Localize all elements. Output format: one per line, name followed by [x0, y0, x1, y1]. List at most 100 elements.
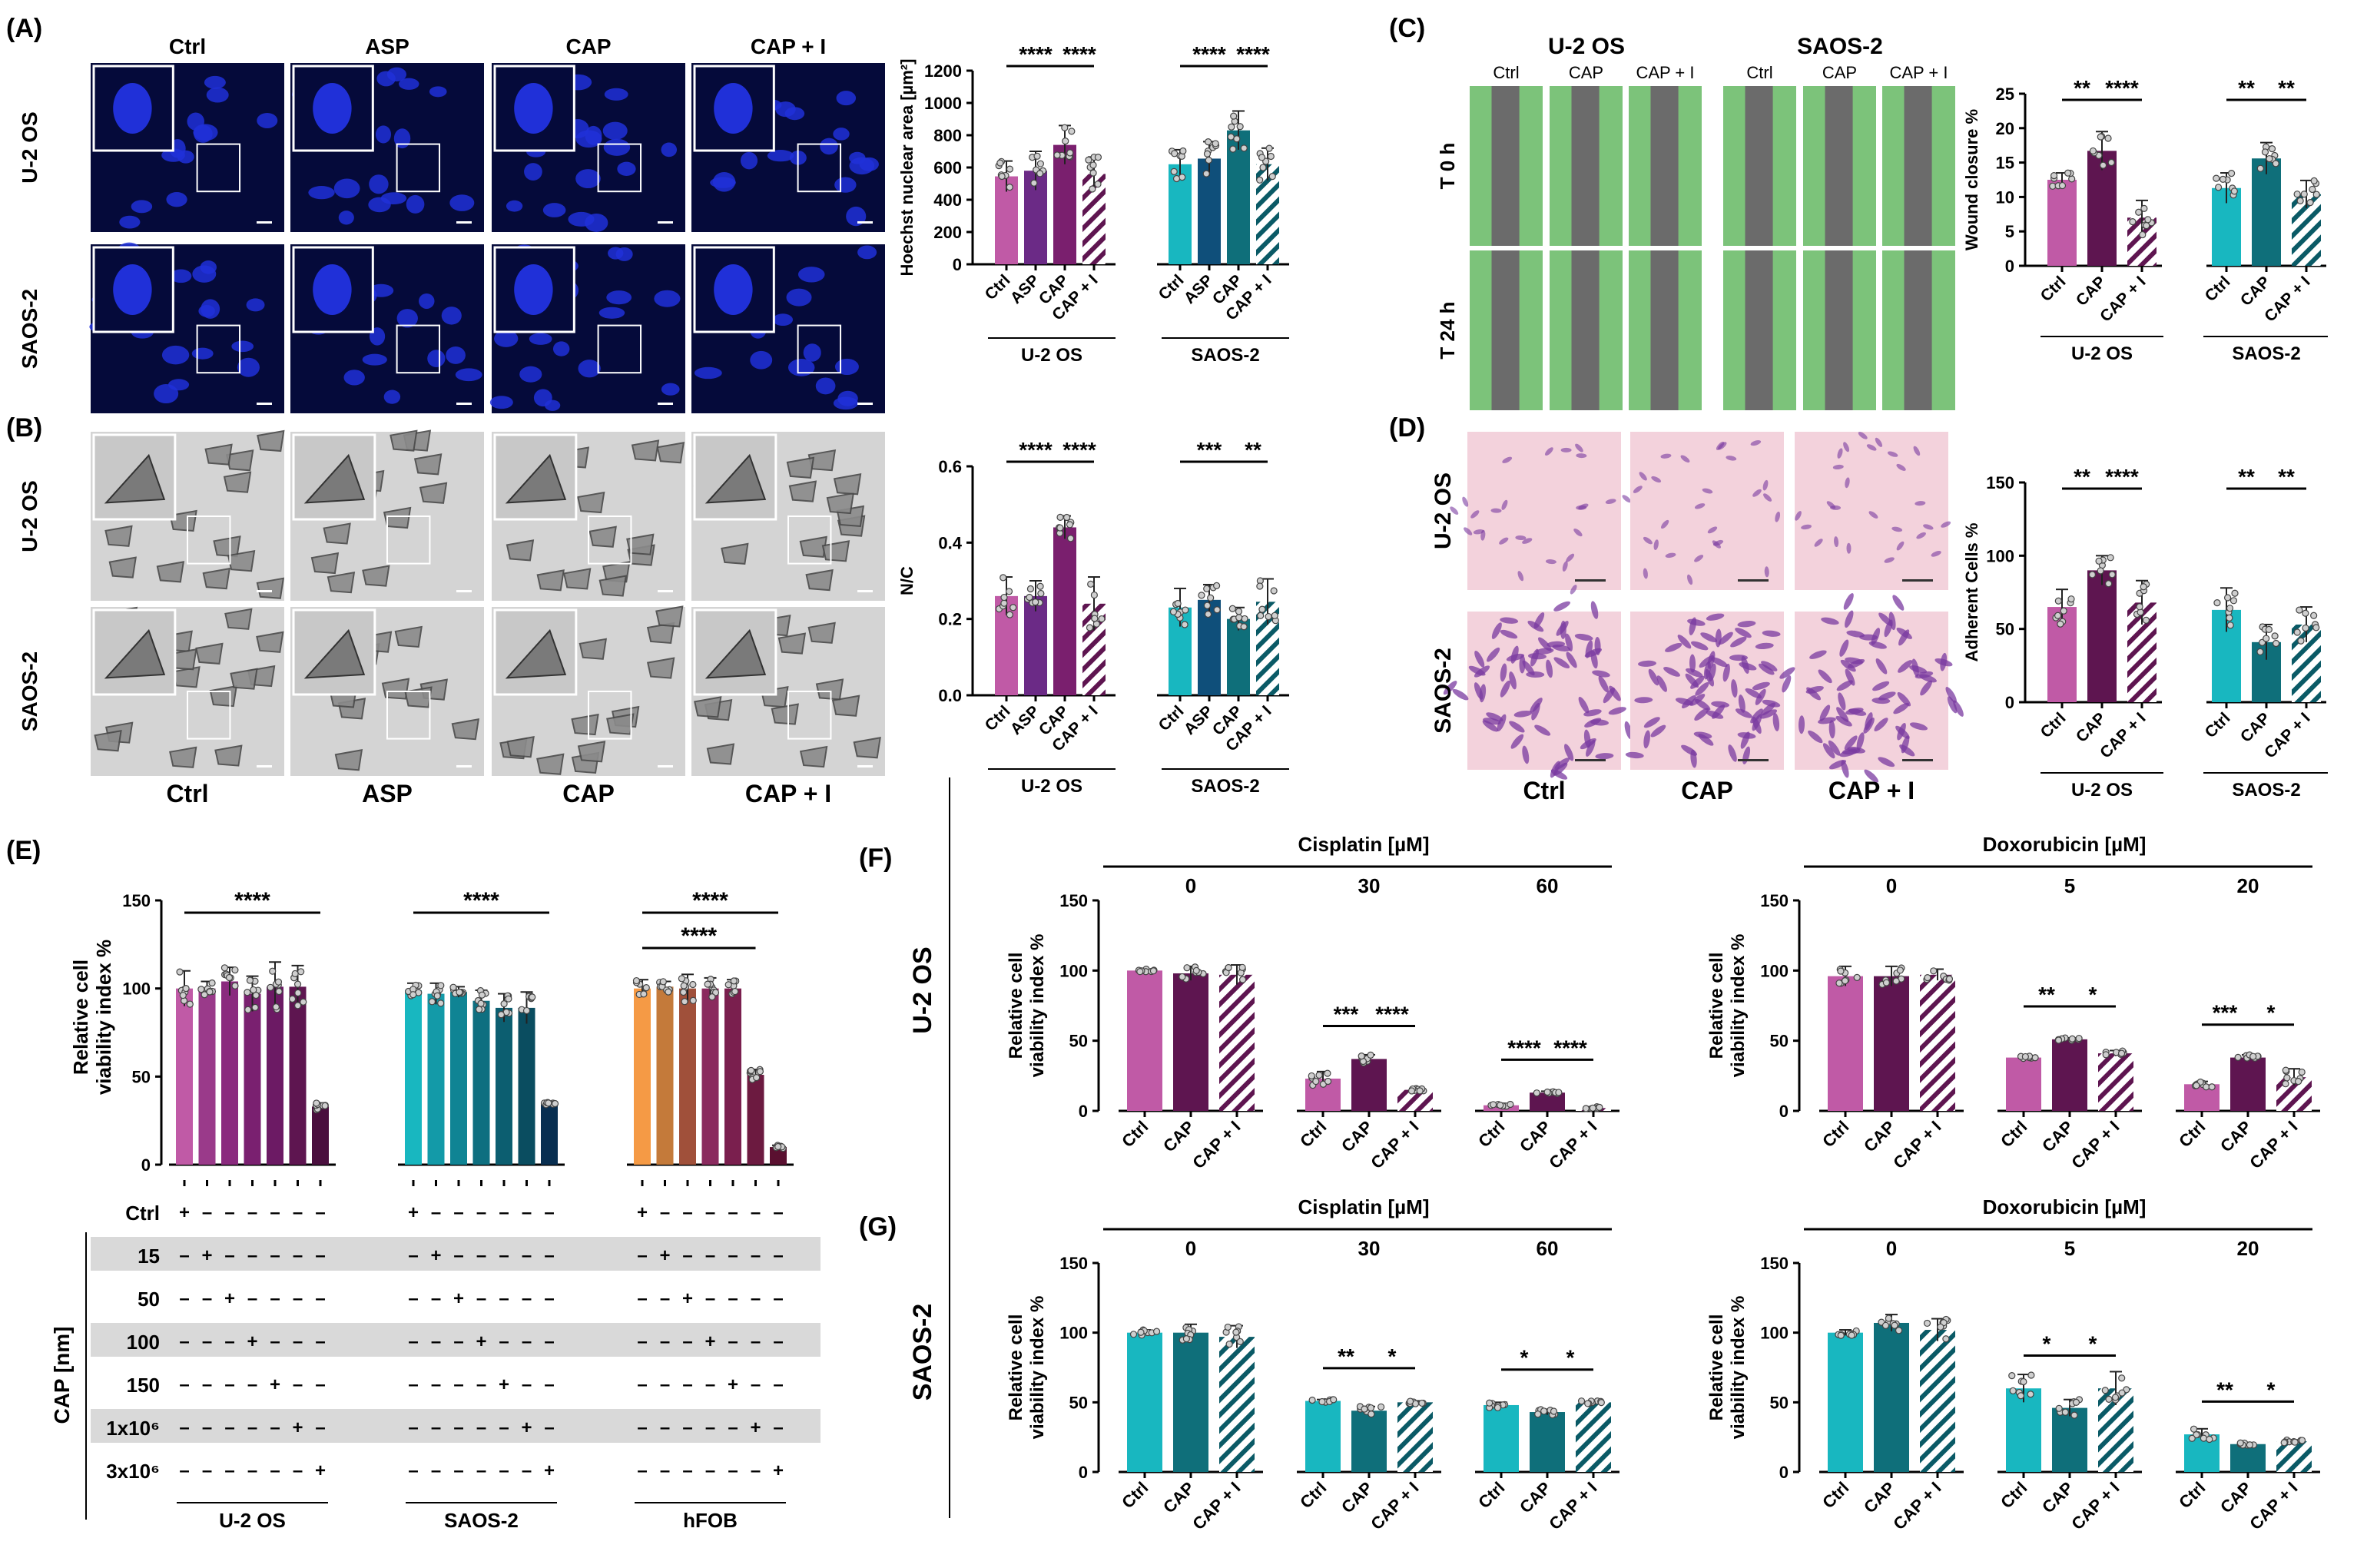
minus-mark: – — [476, 1288, 486, 1309]
bar — [1530, 1092, 1565, 1111]
significance-label: * — [2267, 1377, 2276, 1401]
significance-label: ** — [1245, 438, 1261, 462]
data-point — [1056, 524, 1064, 532]
data-point — [2118, 1374, 2126, 1382]
minus-mark: – — [682, 1374, 692, 1395]
data-point — [1136, 968, 1144, 976]
x-tick-label: CAP + I — [1367, 1117, 1422, 1172]
data-point — [2144, 216, 2152, 224]
data-point — [1026, 593, 1033, 602]
data-point — [1259, 164, 1267, 171]
data-point — [1270, 587, 1278, 595]
minus-mark: – — [637, 1417, 647, 1438]
nucleus — [575, 169, 601, 189]
minus-mark: – — [773, 1288, 783, 1309]
minus-mark: – — [315, 1288, 325, 1309]
data-point — [2088, 571, 2097, 578]
stained-cell — [1547, 641, 1566, 648]
data-point — [2193, 1082, 2200, 1089]
minus-mark: – — [682, 1245, 692, 1266]
data-point — [551, 1099, 559, 1108]
stained-cell — [1752, 489, 1762, 497]
y-axis-label: Relative cell — [1706, 1314, 1727, 1421]
y-tick-label: 50 — [1770, 1032, 1789, 1051]
minus-mark: – — [247, 1288, 257, 1309]
nucleus — [338, 211, 354, 225]
minus-mark: – — [293, 1331, 303, 1352]
stained-cell — [1843, 442, 1850, 452]
y-axis-label: viability index % — [1728, 1296, 1749, 1440]
bar — [1127, 970, 1162, 1111]
stained-cell — [1892, 595, 1905, 611]
cell — [807, 622, 836, 644]
data-point — [428, 998, 436, 1006]
stained-cell — [1639, 472, 1647, 481]
nucleus — [231, 340, 254, 353]
nucleus — [803, 343, 821, 362]
data-point — [774, 1142, 782, 1151]
data-point — [1224, 1323, 1232, 1331]
data-point — [2031, 1054, 2039, 1062]
crystal-violet-image — [1450, 432, 1632, 595]
nucleus — [834, 177, 857, 193]
data-point — [2282, 1066, 2289, 1074]
row-label: SAOS-2 — [18, 289, 41, 369]
roi-frame — [196, 143, 241, 193]
significance-label: ** — [2074, 465, 2090, 489]
bar — [2052, 1407, 2087, 1472]
panel-label-g: (G) — [859, 1212, 897, 1241]
plus-mark: + — [408, 1202, 419, 1223]
minus-mark: – — [453, 1417, 463, 1438]
nuclei-image — [691, 63, 885, 232]
bar — [198, 988, 216, 1165]
bar — [518, 1007, 535, 1165]
data-point — [1129, 1331, 1138, 1338]
cell — [588, 525, 617, 548]
y-tick-label: 100 — [1760, 1324, 1789, 1343]
nucleus — [506, 200, 523, 212]
data-point — [2272, 639, 2280, 648]
scale-bar — [1902, 579, 1933, 582]
data-point — [1089, 185, 1096, 193]
stained-cell — [1759, 709, 1778, 719]
stained-cell — [1828, 720, 1835, 739]
nucleus — [603, 138, 631, 156]
wound-gap — [1650, 86, 1679, 246]
cell — [310, 552, 340, 575]
data-point — [2107, 554, 2114, 562]
stained-cell — [1546, 659, 1553, 678]
stained-cell — [1474, 665, 1490, 678]
data-point — [2102, 1051, 2110, 1059]
stained-cell — [1866, 444, 1877, 451]
nucleus — [661, 142, 678, 157]
stained-cell — [1700, 632, 1718, 643]
data-point — [1198, 592, 1205, 599]
stained-cell — [1592, 670, 1610, 678]
stained-cell — [1909, 722, 1928, 731]
significance-label: *** — [1197, 438, 1222, 462]
roi-frame — [787, 515, 832, 565]
data-point — [179, 991, 187, 999]
data-point — [1407, 1087, 1416, 1095]
minus-mark: – — [315, 1417, 325, 1438]
data-point — [2027, 1371, 2035, 1379]
data-point — [1835, 980, 1843, 987]
minus-mark: – — [270, 1245, 280, 1266]
plus-mark: + — [476, 1331, 486, 1352]
stained-cell — [1871, 628, 1881, 645]
x-tick-label: CAP + I — [1545, 1117, 1600, 1172]
nucleus — [859, 157, 879, 171]
dose-label: 0 — [1185, 1237, 1196, 1260]
stained-cell — [1809, 650, 1827, 659]
bar — [1227, 618, 1250, 695]
crystal-bg — [1467, 432, 1621, 590]
minus-mark: – — [270, 1288, 280, 1309]
stained-cell — [1710, 657, 1728, 668]
inset-cell — [704, 453, 767, 504]
group-label: U-2 OS — [1021, 776, 1082, 797]
wound-image — [1550, 86, 1623, 246]
stained-cell — [1923, 524, 1934, 530]
minus-mark: – — [499, 1417, 509, 1438]
bar — [1305, 1401, 1341, 1472]
